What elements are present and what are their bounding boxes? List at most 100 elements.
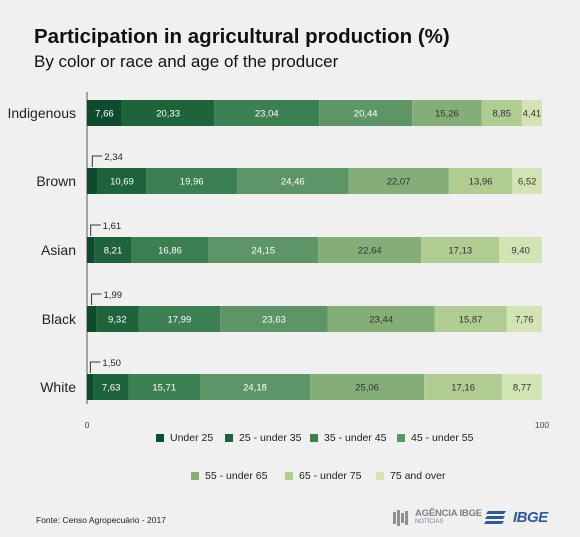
legend-item: 35 - under 45 [310, 432, 386, 444]
data-label: 23,63 [262, 315, 286, 326]
bar-segment [121, 100, 215, 126]
data-label: 7,76 [515, 315, 534, 326]
category-label: Black [42, 311, 77, 327]
bar-segment [412, 100, 482, 126]
bar-segment [434, 306, 507, 332]
bar-segment [87, 306, 97, 332]
bar-segment [310, 374, 425, 400]
bar-segment [506, 306, 542, 332]
bar-segment [146, 168, 238, 194]
category-label: Indigenous [7, 105, 76, 121]
legend-label: 65 - under 75 [299, 470, 362, 482]
legend-label: 25 - under 35 [239, 432, 302, 444]
data-label: 19,96 [180, 177, 204, 188]
ibge-wordmark: IBGE [513, 508, 548, 526]
bar-segment [319, 100, 413, 126]
bar-segment [87, 237, 95, 263]
data-label: 24,15 [251, 246, 275, 257]
data-label: 6,52 [518, 177, 537, 188]
bar-segment [138, 306, 221, 332]
legend-item: 55 - under 65 [191, 470, 267, 482]
bar-segment [87, 168, 98, 194]
bar-segment [521, 100, 542, 126]
legend-label: 35 - under 45 [324, 432, 387, 444]
legend-swatch [285, 472, 293, 480]
data-label: 8,77 [513, 383, 532, 394]
legend-label: 45 - under 55 [411, 432, 474, 444]
legend-label: 55 - under 65 [205, 470, 268, 482]
data-label: 1,99 [104, 290, 123, 301]
bar-segment [97, 168, 147, 194]
data-label: 10,69 [110, 177, 134, 188]
data-label: 2,34 [104, 152, 123, 163]
agencia-subtitle: NOTÍCIAS [415, 519, 444, 525]
bar-segment [318, 237, 422, 263]
legend-swatch [156, 434, 164, 442]
chart-subtitle: By color or race and age of the producer [34, 52, 339, 71]
agencia-ibge-logo: AGÊNCIA IBGE NOTÍCIAS [392, 509, 482, 527]
legend-label: Under 25 [170, 432, 214, 444]
x-tick-label: 100 [535, 420, 549, 430]
bar-segment [421, 237, 500, 263]
data-label: 24,46 [281, 177, 305, 188]
bar-segment [502, 374, 543, 400]
bar-segment [424, 374, 503, 400]
data-label: 13,96 [469, 177, 493, 188]
ibge-logo: IBGE [484, 508, 548, 526]
bar-segment [87, 374, 94, 400]
bar-segment [348, 168, 449, 194]
callout-line [91, 155, 103, 167]
bar-segment [512, 168, 542, 194]
category-label: Brown [36, 173, 76, 189]
bar-segment [214, 100, 320, 126]
data-label: 1,50 [102, 358, 121, 369]
data-label: 24,18 [243, 383, 267, 394]
data-label: 23,04 [255, 109, 279, 120]
bar-segment [237, 168, 349, 194]
bar-segment [94, 237, 132, 263]
legend-swatch [310, 434, 318, 442]
ibge-mark-icon [484, 511, 506, 524]
data-label: 15,87 [459, 315, 483, 326]
data-label: 4,41 [523, 109, 542, 120]
legend-swatch [397, 434, 405, 442]
data-label: 22,07 [387, 177, 411, 188]
bar-segment [96, 306, 139, 332]
x-tick-label: 0 [85, 420, 90, 430]
source-note: Fonte: Censo Agropecuário - 2017 [36, 515, 166, 525]
data-label: 17,99 [167, 315, 191, 326]
bar-segment [208, 237, 319, 263]
legend-swatch [376, 472, 384, 480]
legend-item: 65 - under 75 [285, 470, 361, 482]
data-label: 9,40 [511, 246, 530, 257]
bar-segment [220, 306, 328, 332]
data-label: 17,16 [451, 383, 475, 394]
bar-segment [128, 374, 201, 400]
bar-segment [448, 168, 513, 194]
legend-item: 25 - under 35 [225, 432, 301, 444]
legend-item: Under 25 [156, 432, 213, 444]
bar-segment [481, 100, 522, 126]
legend-item: 75 and over [376, 470, 445, 482]
data-label: 7,63 [102, 383, 121, 394]
bar-segment [499, 237, 542, 263]
category-label: Asian [41, 242, 76, 258]
data-label: 15,71 [152, 383, 176, 394]
data-label: 15,26 [435, 109, 459, 120]
data-label: 8,21 [104, 246, 123, 257]
data-label: 25,06 [355, 383, 379, 394]
bar-segment [87, 100, 122, 126]
bar-segment [327, 306, 435, 332]
data-label: 23,44 [369, 315, 393, 326]
agencia-mark-icon [393, 510, 408, 526]
bar-segment [93, 374, 129, 400]
data-label: 22,64 [358, 246, 382, 257]
data-label: 7,66 [95, 109, 114, 120]
data-label: 9,32 [108, 315, 127, 326]
agencia-title: AGÊNCIA IBGE [415, 508, 482, 519]
callout-line [89, 361, 101, 373]
callout-line [90, 224, 101, 236]
bar-segment [200, 374, 311, 400]
data-label: 1,61 [103, 221, 122, 232]
